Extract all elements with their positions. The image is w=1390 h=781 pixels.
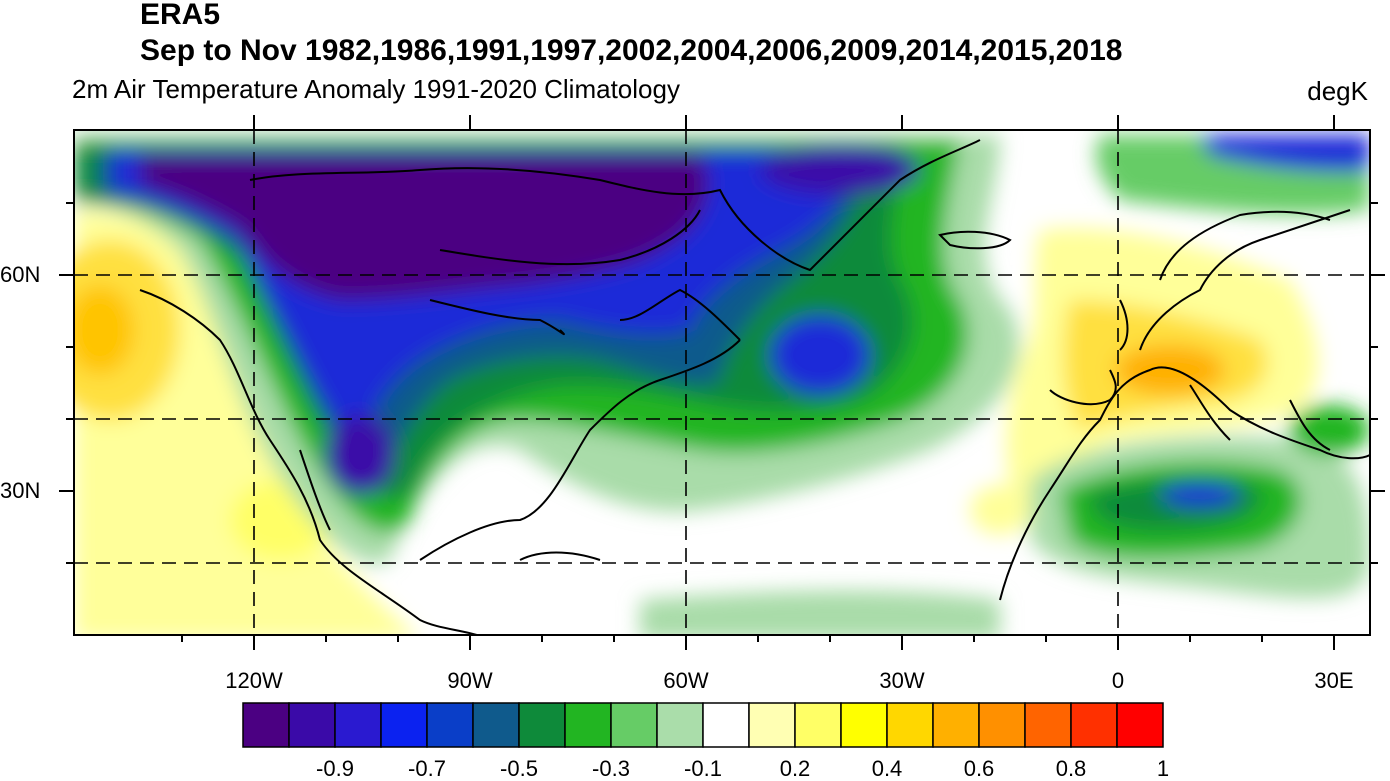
axis-ticks	[59, 115, 1385, 650]
colorbar-label: -0.5	[500, 756, 538, 781]
colorbar-swatch	[932, 702, 980, 748]
dataset-title: ERA5	[140, 0, 221, 31]
colorbar-swatch	[794, 702, 842, 748]
colorbar-label: 0.8	[1055, 756, 1087, 781]
colorbar-label: -0.7	[408, 756, 446, 781]
colorbar-swatch	[1070, 702, 1118, 748]
colorbar-swatch	[656, 702, 704, 748]
colorbar-swatch	[334, 702, 382, 748]
lon-label-90w: 90W	[447, 668, 493, 693]
colorbar-swatch	[472, 702, 520, 748]
colorbar-swatch	[610, 702, 658, 748]
colorbar-swatch	[978, 702, 1026, 748]
colorbar-swatch	[426, 702, 474, 748]
lon-label-120w: 120W	[225, 668, 283, 693]
colorbar-label: -0.3	[592, 756, 630, 781]
lat-label-60n: 60N	[0, 262, 41, 287]
lat-label-30n: 30N	[0, 478, 41, 503]
colorbar-label: -0.9	[316, 756, 354, 781]
lon-label-0: 0	[1111, 668, 1125, 693]
colorbar-swatch	[840, 702, 888, 748]
anomaly-field	[74, 130, 1370, 635]
colorbar-label: 0.2	[779, 756, 811, 781]
colorbar-swatch	[1024, 702, 1072, 748]
lon-label-60w: 60W	[663, 668, 709, 693]
colorbar-swatch	[288, 702, 336, 748]
colorbar-swatch	[1116, 702, 1164, 748]
colorbar-swatch	[748, 702, 796, 748]
colorbar-label: 0.4	[871, 756, 903, 781]
gridlines	[74, 130, 1370, 635]
map-frame	[73, 129, 1371, 636]
variable-subtitle: 2m Air Temperature Anomaly 1991-2020 Cli…	[72, 74, 680, 104]
period-title: Sep to Nov 1982,1986,1991,1997,2002,2004…	[140, 34, 1123, 67]
lon-label-30w: 30W	[879, 668, 925, 693]
colorbar-swatch	[380, 702, 428, 748]
colorbar-swatch	[886, 702, 934, 748]
units-label: degK	[1307, 76, 1368, 106]
colorbar-label: 0.6	[963, 756, 995, 781]
colorbar-swatch	[702, 702, 750, 748]
colorbar-label: -0.1	[684, 756, 722, 781]
lon-label-30e: 30E	[1314, 668, 1354, 693]
coastlines	[139, 139, 1370, 635]
colorbar-label: 1	[1156, 756, 1170, 781]
colorbar-swatch	[242, 702, 290, 748]
colorbar-swatch	[564, 702, 612, 748]
colorbar-swatch	[518, 702, 566, 748]
